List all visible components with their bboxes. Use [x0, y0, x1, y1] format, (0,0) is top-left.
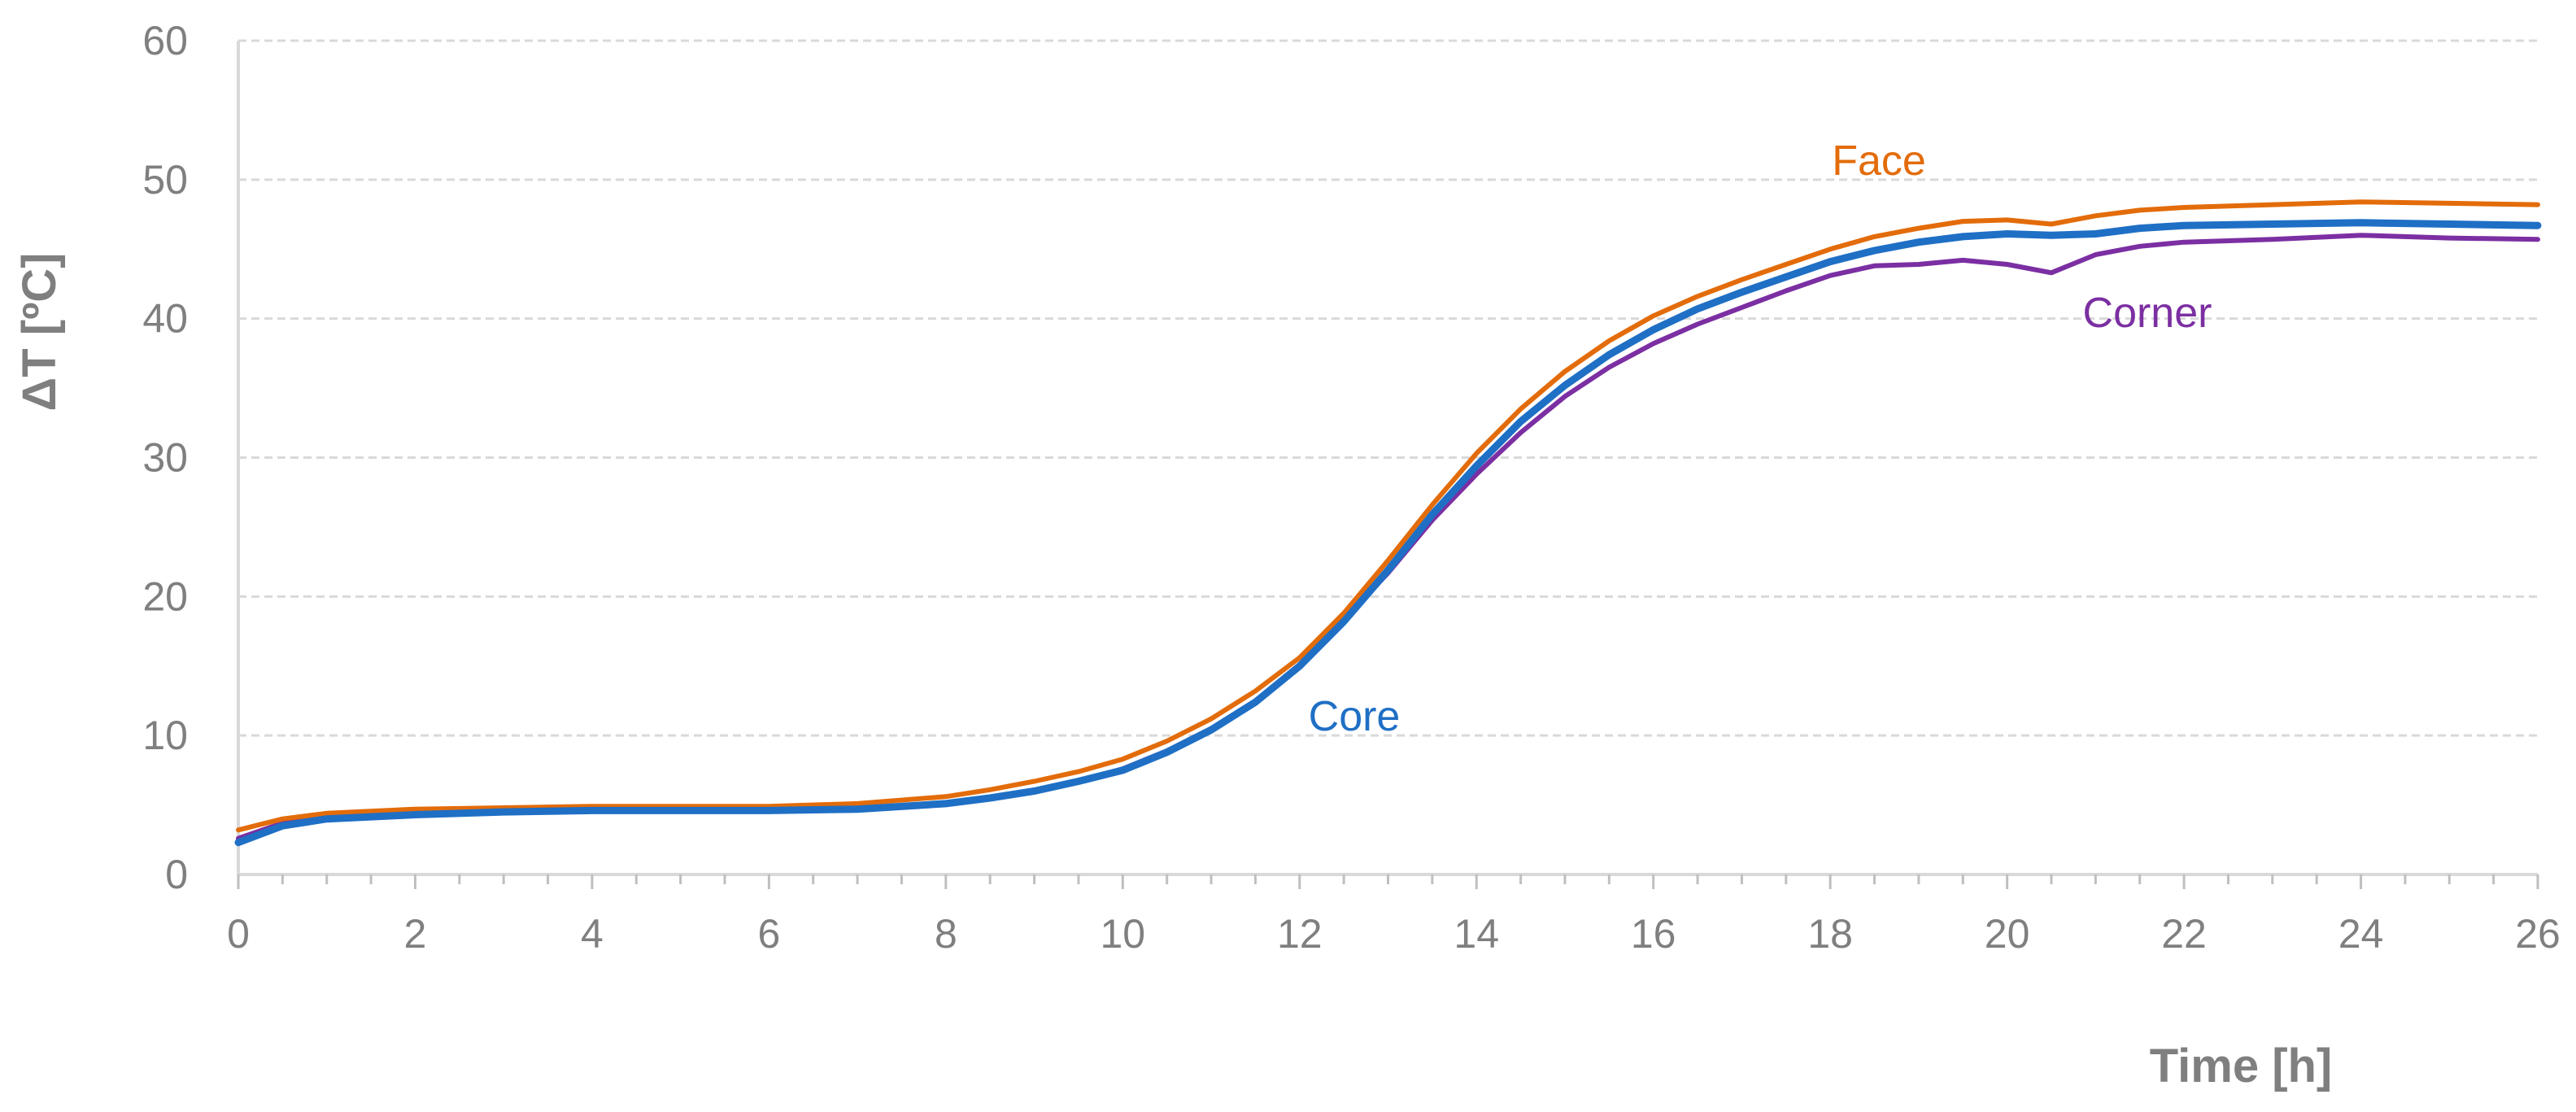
x-tick-label: 12 [1277, 911, 1323, 957]
y-tick-label: 10 [142, 713, 188, 758]
x-tick-label: 18 [1807, 911, 1853, 957]
x-tick-label: 4 [581, 911, 604, 957]
y-tick-label: 40 [142, 296, 188, 342]
x-tick-label: 8 [935, 911, 957, 957]
grid-lines [238, 39, 2538, 737]
x-tick-label: 22 [2161, 911, 2207, 957]
y-tick-label: 0 [165, 852, 188, 897]
x-tick-label: 16 [1631, 911, 1676, 957]
y-axis-title: ΔT [ºC] [13, 253, 66, 412]
y-tick-label: 20 [142, 573, 188, 619]
x-tick-label: 2 [404, 911, 427, 957]
x-tick-label: 14 [1454, 911, 1499, 957]
label-core: Core [1309, 693, 1401, 740]
y-tick-label: 30 [142, 435, 188, 481]
y-tick-label: 60 [142, 18, 188, 63]
x-axis-title: Time [h] [2150, 1040, 2333, 1092]
label-corner: Corner [2083, 290, 2212, 337]
x-tick-label: 10 [1100, 911, 1145, 957]
series-lines [234, 199, 2542, 847]
x-tick-label: 6 [757, 911, 780, 957]
x-tick-label: 26 [2515, 911, 2561, 957]
series-line-face [236, 199, 2540, 833]
series-line-core [234, 219, 2542, 847]
y-tick-label: 50 [142, 157, 188, 203]
x-tick-label: 24 [2338, 911, 2384, 957]
x-tick-label: 0 [227, 911, 250, 957]
label-face: Face [1832, 137, 1926, 185]
x-tick-label: 20 [1985, 911, 2030, 957]
